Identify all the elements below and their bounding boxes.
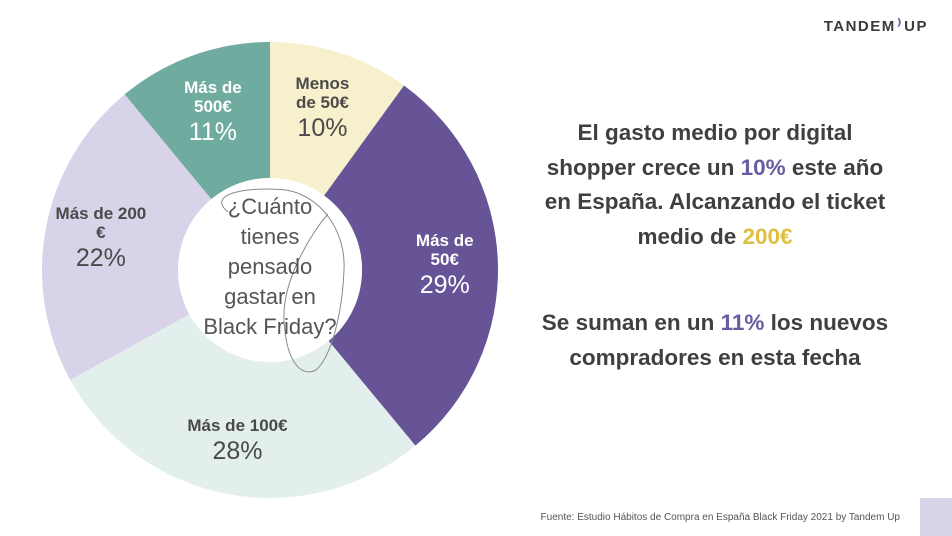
slice-category-label: de 50€	[295, 93, 349, 113]
headline2-text: los nuevos compradores en esta fecha	[569, 310, 889, 370]
logo-text-left: TANDEM	[823, 18, 896, 35]
logo-arc-icon: ⁾	[896, 16, 904, 35]
source-note: Fuente: Estudio Hábitos de Compra en Esp…	[540, 512, 900, 523]
tandem-up-logo: TANDEM⁾UP	[824, 16, 928, 36]
slice-percent-label: 11%	[188, 117, 237, 146]
slice-percent-label: 10%	[297, 114, 348, 143]
donut-slice	[70, 314, 416, 498]
slice-percent-label: 29%	[419, 270, 470, 299]
donut-slice	[324, 85, 499, 446]
corner-decoration	[920, 498, 952, 536]
slice-category-label: Más de	[415, 230, 474, 250]
headline-highlight-percent: 10%	[740, 154, 786, 180]
center-swirl-decoration	[221, 188, 345, 373]
center-question-line: Black Friday?	[203, 313, 337, 339]
slice-category-label: Más de 200	[55, 203, 147, 223]
slice-category-label: 50€	[430, 249, 459, 269]
headline-text: El gasto medio por digital shopper crece…	[546, 120, 853, 180]
headline-gasto-medio: El gasto medio por digital shopper crece…	[535, 116, 895, 255]
slice-label: Más de 50€ 29%	[416, 231, 474, 299]
slice-label: Menos de 50€ 10%	[296, 74, 350, 142]
slice-percent-label: 28%	[212, 437, 263, 466]
slice-category-label: Más de	[184, 77, 242, 97]
slice-category-label: €	[96, 222, 106, 242]
donut-slice	[124, 42, 270, 200]
headline-text: este año en España. Alcanzando el ticket…	[544, 154, 886, 249]
donut-slice	[270, 42, 405, 196]
center-question-line: tienes	[240, 223, 300, 249]
headline-nuevos-compradores: Se suman en un 11% los nuevos compradore…	[535, 306, 895, 375]
center-question-line: gastar en	[224, 283, 316, 309]
headline-highlight-ticket: 200€	[742, 223, 793, 249]
slice-label: Más de 200 €22%	[56, 204, 147, 272]
slice-percent-label: 22%	[75, 243, 126, 272]
slice-label: Más de 500€ 11%	[184, 78, 242, 146]
logo-text-right: UP	[904, 18, 928, 35]
donut-hole	[178, 178, 362, 362]
headline2-highlight-percent: 11%	[720, 310, 765, 335]
donut-slices	[42, 42, 499, 498]
slice-category-label: Menos	[295, 74, 350, 94]
donut-slice	[42, 94, 212, 380]
center-question: ¿Cuánto tienes pensado gastar en Black F…	[179, 192, 361, 342]
slice-label: Más de 100€ 28%	[187, 416, 287, 465]
center-question-line: ¿Cuánto	[227, 194, 313, 219]
slice-category-label: Más de 100€	[187, 416, 288, 436]
center-question-line: pensado	[227, 253, 313, 279]
headline2-text: Se suman en un	[541, 310, 721, 335]
slice-category-label: 500€	[193, 96, 232, 116]
